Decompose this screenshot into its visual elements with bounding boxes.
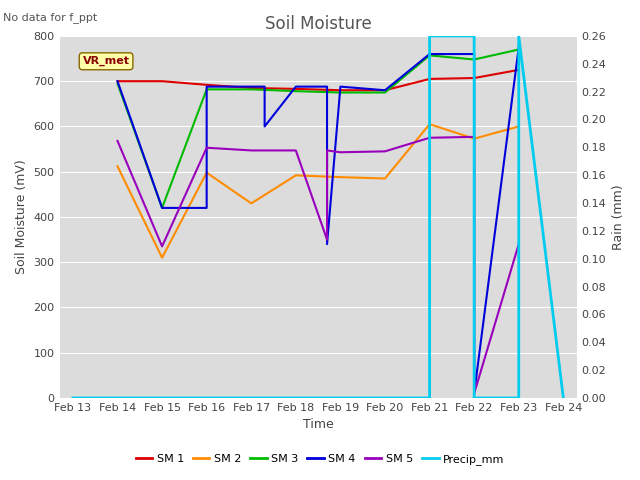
Legend: SM 1, SM 2, SM 3, SM 4, SM 5, Precip_mm: SM 1, SM 2, SM 3, SM 4, SM 5, Precip_mm xyxy=(131,450,509,469)
Y-axis label: Rain (mm): Rain (mm) xyxy=(612,184,625,250)
Title: Soil Moisture: Soil Moisture xyxy=(265,15,371,33)
Y-axis label: Soil Moisture (mV): Soil Moisture (mV) xyxy=(15,159,28,275)
Text: VR_met: VR_met xyxy=(83,56,129,66)
Text: No data for f_ppt: No data for f_ppt xyxy=(3,12,97,23)
X-axis label: Time: Time xyxy=(303,419,333,432)
